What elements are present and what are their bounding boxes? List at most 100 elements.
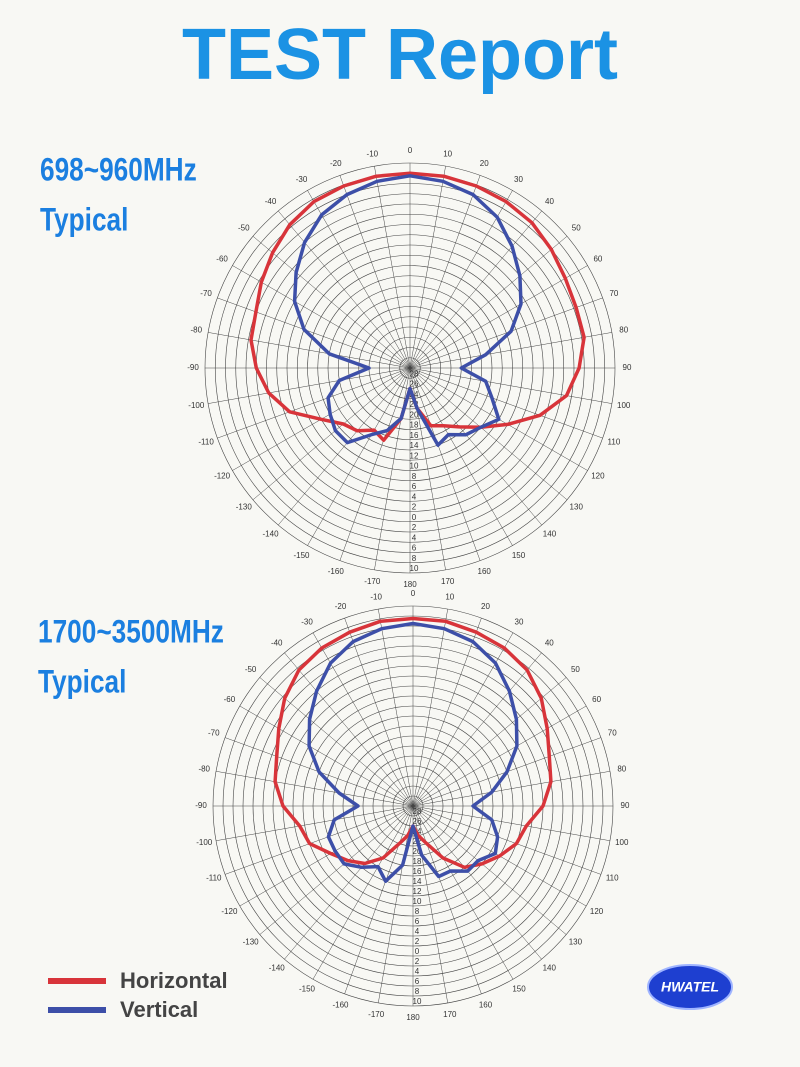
angle-tick-label: 150 [512,985,526,994]
radial-tick-label: 10 [413,997,422,1006]
angle-tick-label: -90 [187,363,199,372]
ring [296,254,524,482]
radial-tick-label: 20 [410,410,419,419]
angle-tick-label: -70 [200,289,212,298]
angle-tick-label: 170 [443,1010,457,1019]
angle-tick-label: -50 [238,224,250,233]
angle-tick-label: -40 [265,197,277,206]
logo: HWATEL [647,964,733,1010]
angle-tick-label: -100 [188,401,205,410]
logo-badge [647,964,733,1010]
angle-tick-label: -170 [368,1010,385,1019]
ring [348,306,472,430]
ring [252,645,574,967]
ring [317,275,503,461]
angle-tick-label: 100 [615,838,629,847]
radial-tick-label: 6 [412,482,417,491]
chart-title: 1700~3500MHz [38,615,224,650]
angle-tick-label: 170 [441,577,455,586]
page-title: TEST Report [182,15,618,95]
ring [382,775,444,837]
radial-tick-label: 10 [413,897,422,906]
angle-tick-label: 110 [606,874,619,883]
angle-tick-label: 180 [403,580,417,589]
ring [399,357,421,379]
legend-label: Vertical [120,997,198,1022]
radial-tick-label: 2 [415,937,420,946]
ring [378,336,442,400]
angle-tick-label: 130 [569,937,583,946]
angle-tick-label: -50 [245,665,257,674]
radial-tick-label: 6 [415,917,420,926]
ring [337,295,483,441]
ring [327,285,493,451]
chart-title: 698~960MHz [40,153,197,188]
angle-tick-label: -20 [330,159,342,168]
angle-tick-label: 70 [608,729,617,738]
ring [266,224,554,512]
angle-tick-label: -160 [332,1000,349,1009]
angle-tick-label: -110 [206,874,222,883]
angle-tick-label: 120 [591,472,605,481]
angle-tick-label: 60 [592,695,601,704]
radial-tick-label: 28 [413,807,422,816]
ring [322,715,504,897]
radial-tick-label: 8 [415,907,420,916]
angle-tick-label: 30 [514,175,523,184]
ring [204,162,616,574]
angle-tick-label: 90 [623,363,632,372]
radial-tick-label: 26 [410,380,419,389]
angle-tick-label: -110 [198,437,214,446]
ring [342,735,484,877]
angle-tick-label: 100 [617,401,631,410]
angle-tick-label: 150 [512,551,526,560]
radial-tick-label: 0 [412,513,417,522]
ring [272,665,554,947]
angle-tick-label: 40 [545,197,554,206]
ring [312,705,514,907]
angle-tick-label: -30 [301,618,313,627]
radial-tick-label: 18 [413,857,422,866]
ring [242,635,584,977]
radial-tick-label: 8 [412,554,417,563]
radial-tick-label: 12 [410,451,419,460]
radial-tick-label: 2 [412,523,417,532]
ring [222,615,604,997]
angle-tick-label: 10 [443,149,452,158]
radial-tick-label: 4 [412,533,417,542]
legend-label: Horizontal [120,968,228,993]
radial-tick-label: 20 [413,847,422,856]
angle-tick-label: 80 [617,764,626,773]
angle-tick-label: 50 [572,224,581,233]
radial-tick-label: 4 [415,967,420,976]
angle-tick-label: 70 [609,289,618,298]
angle-tick-label: -140 [269,964,286,973]
angle-tick-label: -120 [221,907,238,916]
ring [372,765,454,847]
angle-tick-label: 40 [545,639,554,648]
angle-tick-label: 0 [408,146,413,155]
ring [276,234,544,502]
angle-tick-label: -60 [216,255,228,264]
radial-tick-label: 2 [415,957,420,966]
ring [292,685,534,927]
angle-tick-label: -60 [224,695,236,704]
legend: Horizontal Vertical [48,968,228,1022]
radial-tick-label: 16 [410,431,419,440]
chart-subtitle: Typical [38,665,126,700]
angle-tick-label: 130 [570,503,584,512]
angle-tick-label: -10 [367,149,379,158]
angle-tick-label: 20 [480,159,489,168]
angle-tick-label: 160 [479,1000,493,1009]
angle-tick-label: -10 [370,592,382,601]
radial-tick-label: 14 [413,877,422,886]
angle-tick-label: -40 [271,639,283,648]
pattern-line [307,621,519,883]
angle-tick-label: -90 [195,801,207,810]
angle-tick-label: 20 [481,602,490,611]
radial-tick-label: 18 [410,421,419,430]
angle-tick-label: 160 [478,567,492,576]
ring [286,244,534,492]
pattern-line [273,616,553,870]
